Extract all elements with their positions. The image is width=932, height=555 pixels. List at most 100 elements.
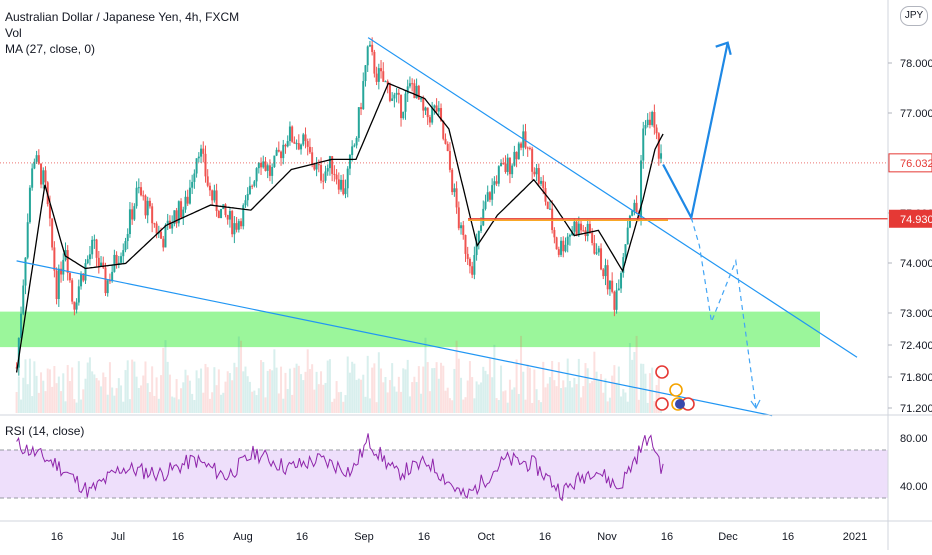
volume-bar (97, 380, 100, 413)
candle-body (535, 168, 538, 175)
volume-bar (162, 347, 165, 413)
moving-average-line (15, 82, 664, 373)
volume-bar (204, 363, 207, 413)
volume-bar (400, 391, 403, 413)
volume-bar (366, 355, 369, 413)
volume-bar (208, 398, 211, 413)
candle-body (153, 223, 156, 225)
candle-body (644, 124, 647, 129)
volume-bar (628, 343, 631, 413)
volume-bar (255, 395, 258, 413)
candle-body (326, 168, 329, 172)
volume-bar (304, 371, 307, 413)
candle-body (424, 107, 427, 111)
marked-level-label: 74.930 (900, 214, 932, 226)
candle-body (113, 254, 116, 272)
candle-body (515, 151, 518, 160)
volume-bar (82, 389, 85, 413)
volume-bar (62, 373, 65, 413)
volume-bar (440, 362, 443, 413)
volume-bar (500, 365, 503, 413)
candle-body (213, 190, 216, 201)
candle-body (357, 107, 360, 138)
candle-body (126, 234, 129, 242)
candle-body (24, 257, 27, 286)
candle-body (493, 181, 496, 186)
candle-body (57, 268, 60, 300)
volume-bar (524, 399, 527, 413)
candle-body (420, 98, 423, 100)
volume-bar (160, 375, 163, 413)
candle-body (442, 120, 445, 139)
volume-bar (297, 365, 300, 413)
candle-body (348, 154, 351, 169)
volume-bar (560, 388, 563, 413)
volume-bar (188, 380, 191, 413)
volume-bar (333, 398, 336, 413)
candle-body (286, 141, 289, 147)
candle-body (84, 263, 87, 281)
candle-body (75, 302, 78, 310)
currency-badge[interactable]: JPY (900, 6, 928, 26)
candle-body (124, 241, 127, 251)
candle-body (293, 141, 296, 144)
volume-bar (317, 384, 320, 413)
volume-bar (622, 389, 625, 413)
volume-bar (102, 372, 105, 413)
volume-bar (557, 362, 560, 413)
volume-bar (435, 362, 438, 413)
volume-bar (71, 367, 74, 413)
rsi-band (0, 450, 888, 498)
candle-body (295, 143, 298, 145)
volume-bar (540, 402, 543, 413)
ma-legend[interactable]: MA (27, close, 0) (5, 42, 96, 56)
candle-body (602, 269, 605, 277)
volume-bar (468, 361, 471, 413)
rsi-legend[interactable]: RSI (14, close) (5, 424, 85, 438)
candle-body (648, 119, 651, 125)
candle-body (160, 231, 163, 239)
candle-body (220, 208, 223, 219)
volume-bar (504, 390, 507, 413)
candle-body (446, 143, 449, 152)
candle-body (368, 44, 371, 47)
volume-bar (597, 379, 600, 413)
volume-bar (168, 374, 171, 413)
candle-body (297, 143, 300, 150)
volume-bar (413, 376, 416, 413)
time-tick-label: Aug (233, 531, 253, 543)
candle-body (306, 141, 309, 147)
volume-bar (128, 399, 131, 413)
candle-body (513, 151, 516, 166)
candle-body (633, 202, 636, 211)
candle-body (626, 227, 629, 245)
volume-bar (277, 393, 280, 413)
candle-body (475, 242, 478, 256)
candle-body (28, 187, 31, 223)
candle-body (364, 65, 367, 82)
volume-bar (251, 391, 254, 413)
candle-body (395, 92, 398, 95)
volume-bar (613, 365, 616, 413)
candle-body (191, 181, 194, 188)
volume-bar (571, 387, 574, 413)
volume-legend[interactable]: Vol (5, 26, 22, 40)
volume-bar (140, 385, 143, 413)
candle-body (26, 222, 29, 258)
candle-body (400, 94, 403, 119)
candle-body (660, 153, 663, 159)
volume-bar (86, 362, 89, 413)
candle-body (613, 291, 616, 310)
candle-body (388, 84, 391, 101)
event-icon (655, 365, 669, 379)
trendline-lower (16, 260, 773, 417)
candle-body (624, 244, 627, 258)
price-tick-label: 74.000 (900, 258, 932, 270)
volume-bar (368, 398, 371, 413)
candle-body (471, 266, 474, 275)
candle-body (500, 163, 503, 167)
candle-body (33, 161, 36, 169)
candle-body (324, 171, 327, 181)
volume-bar (611, 375, 614, 413)
candle-body (651, 112, 654, 125)
